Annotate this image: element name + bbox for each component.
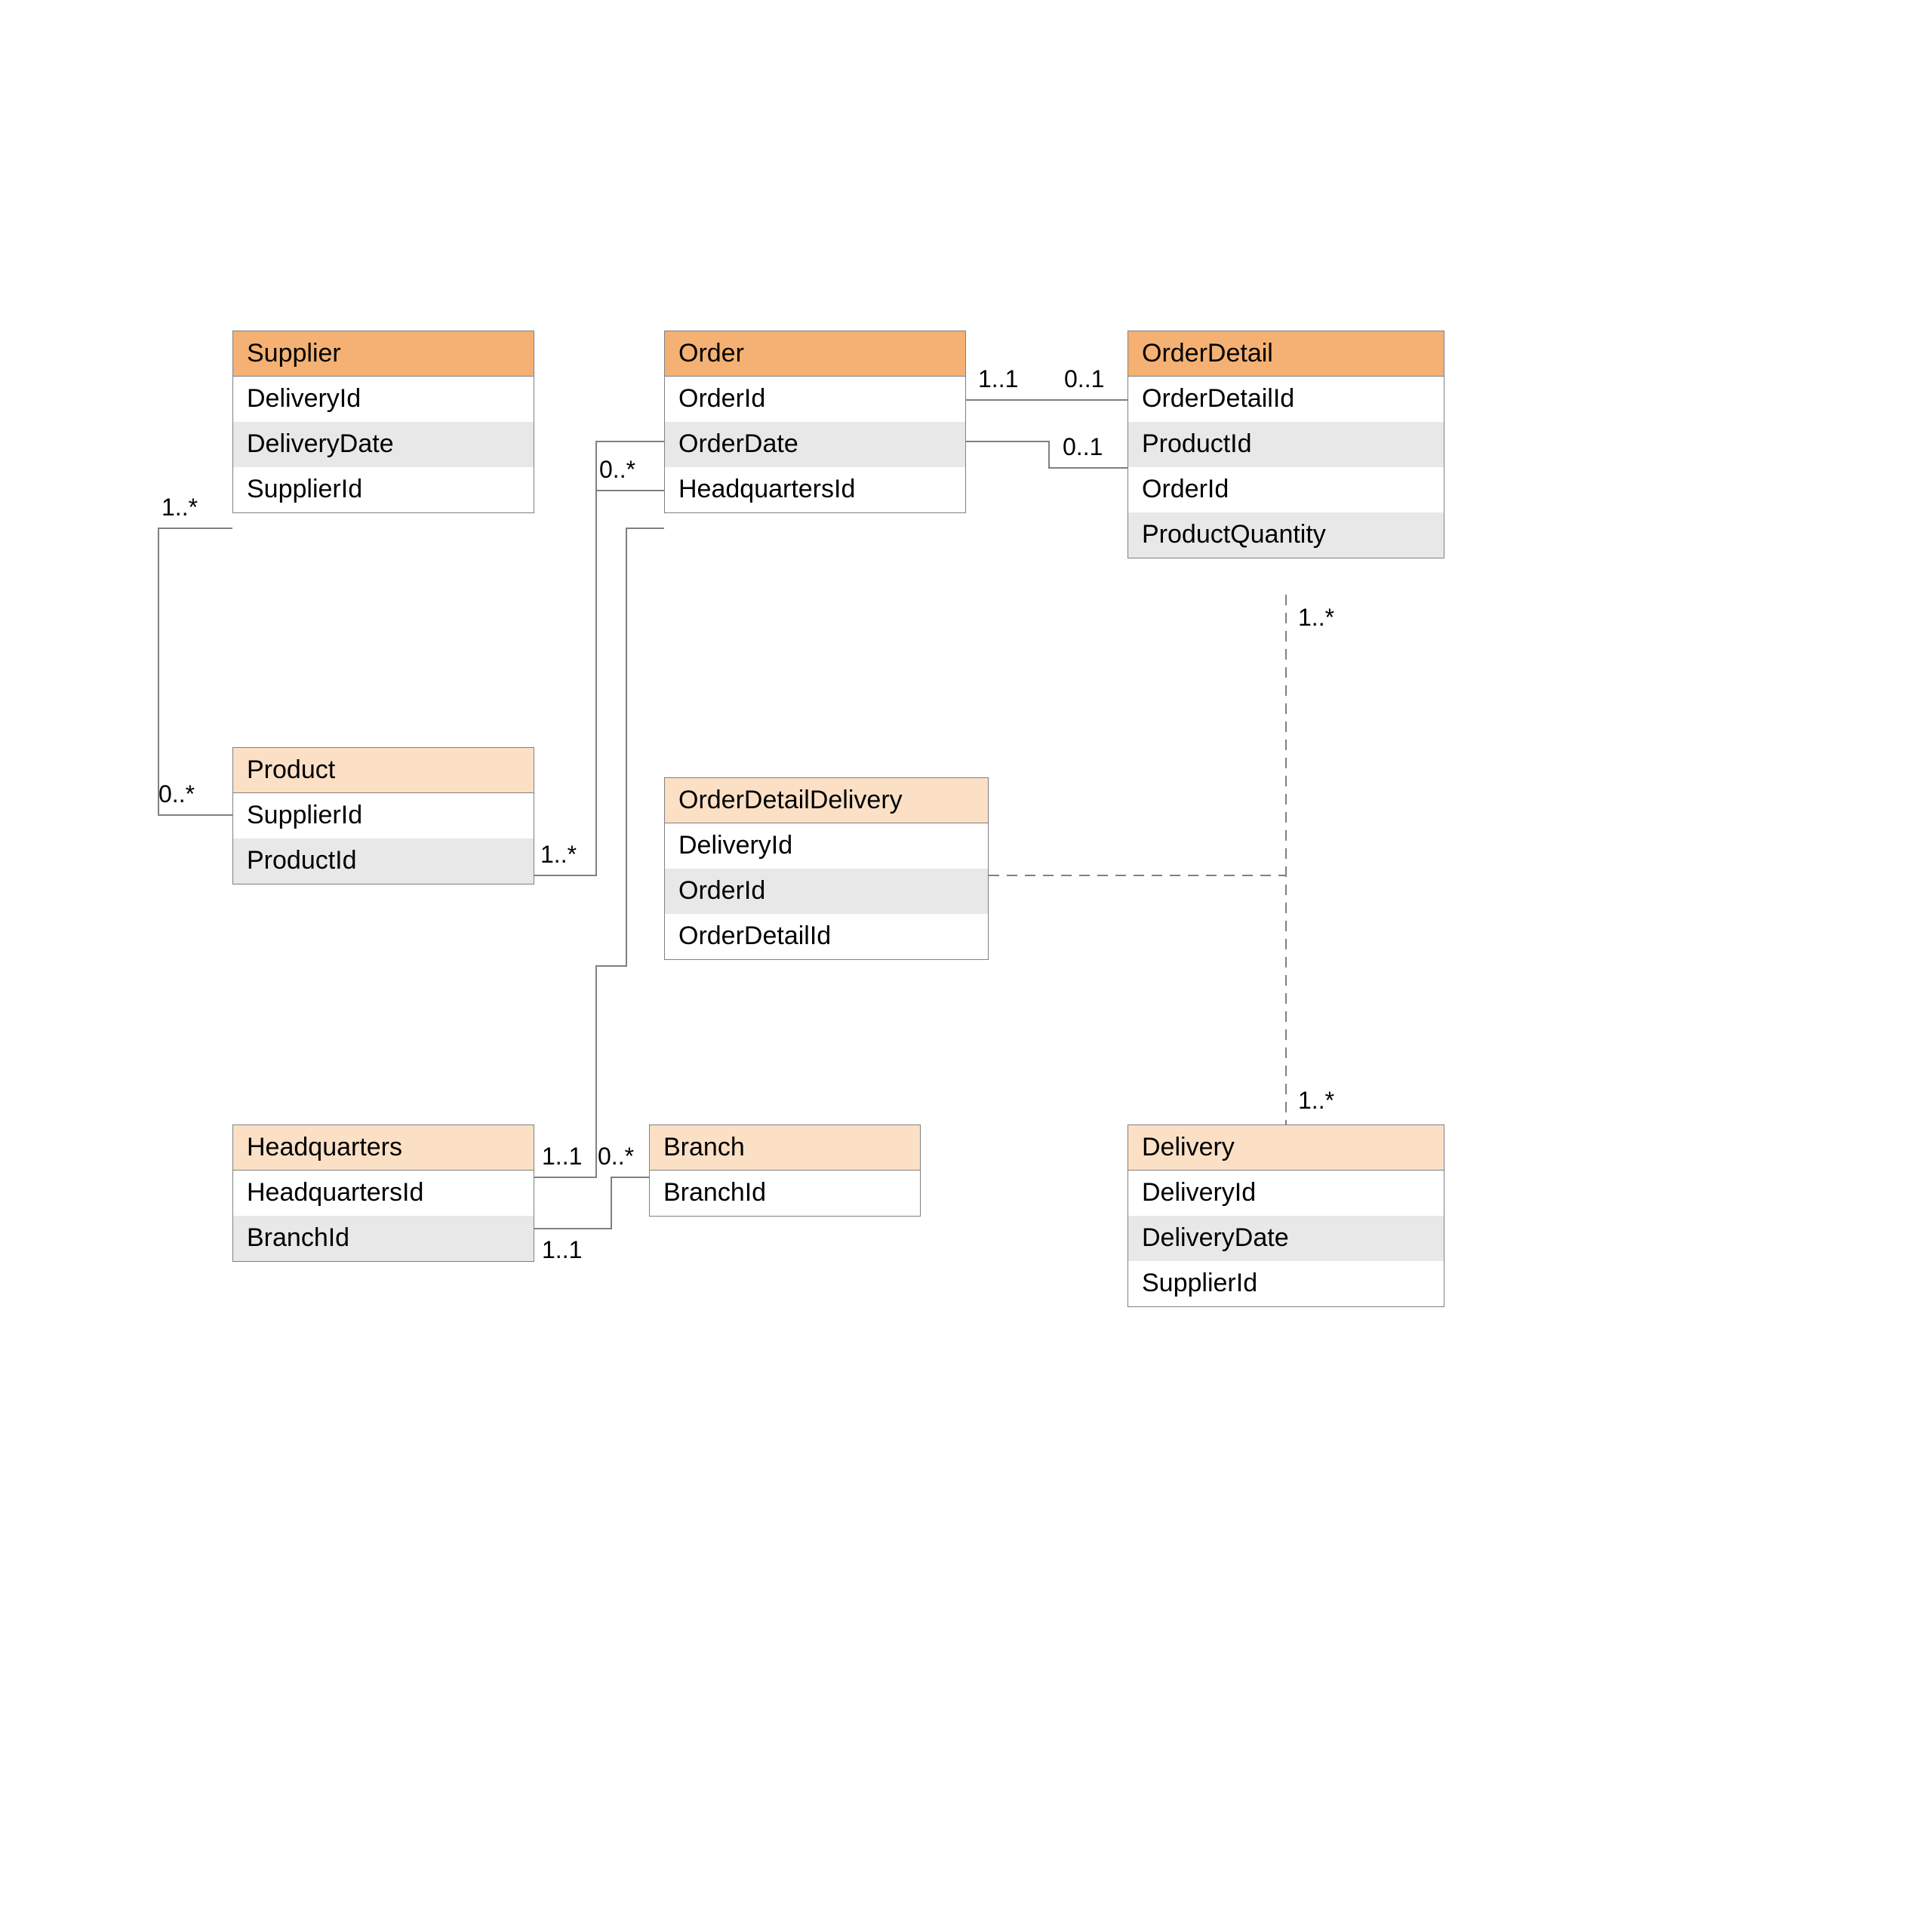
entity-orderdetaildelivery-attr: DeliveryId	[665, 823, 988, 869]
entity-headquarters-title: Headquarters	[233, 1125, 534, 1171]
entity-orderdetail-attr: OrderId	[1128, 467, 1444, 512]
entity-supplier-title: Supplier	[233, 331, 534, 377]
er-diagram-canvas: SupplierDeliveryIdDeliveryDateSupplierId…	[0, 0, 1932, 1932]
entity-supplier: SupplierDeliveryIdDeliveryDateSupplierId	[232, 331, 534, 513]
multiplicity-label: 0..*	[599, 456, 635, 484]
entity-orderdetaildelivery-attr: OrderDetailId	[665, 914, 988, 959]
entity-headquarters: HeadquartersHeadquartersIdBranchId	[232, 1124, 534, 1262]
edge-supplier-product	[158, 528, 232, 815]
multiplicity-label: 1..*	[162, 494, 198, 521]
edge-orderdetaildelivery-orderdetail-delivery	[989, 595, 1286, 1124]
entity-branch-attr: BranchId	[650, 1171, 920, 1216]
multiplicity-label: 1..*	[540, 841, 577, 869]
multiplicity-label: 1..1	[542, 1143, 582, 1171]
entity-supplier-attr: DeliveryDate	[233, 422, 534, 467]
entity-supplier-attr: DeliveryId	[233, 377, 534, 422]
entity-order-attr: OrderId	[665, 377, 965, 422]
entity-orderdetail-title: OrderDetail	[1128, 331, 1444, 377]
entity-headquarters-attr: BranchId	[233, 1216, 534, 1261]
entity-delivery-attr: DeliveryId	[1128, 1171, 1444, 1216]
edges-layer	[0, 0, 1932, 1932]
multiplicity-label: 0..*	[598, 1143, 634, 1171]
entity-product-title: Product	[233, 748, 534, 793]
entity-product-attr: ProductId	[233, 838, 534, 884]
entity-order-attr: HeadquartersId	[665, 467, 965, 512]
entity-orderdetaildelivery: OrderDetailDeliveryDeliveryIdOrderIdOrde…	[664, 777, 989, 960]
entity-delivery-attr: DeliveryDate	[1128, 1216, 1444, 1261]
edge-headquarters-branch	[534, 1177, 649, 1229]
entity-headquarters-attr: HeadquartersId	[233, 1171, 534, 1216]
entity-branch-title: Branch	[650, 1125, 920, 1171]
entity-delivery-attr: SupplierId	[1128, 1261, 1444, 1306]
entity-delivery-title: Delivery	[1128, 1125, 1444, 1171]
multiplicity-label: 1..1	[978, 365, 1018, 393]
multiplicity-label: 0..*	[158, 780, 195, 808]
multiplicity-label: 1..*	[1298, 604, 1334, 632]
multiplicity-label: 0..1	[1063, 433, 1103, 461]
entity-orderdetaildelivery-title: OrderDetailDelivery	[665, 778, 988, 823]
entity-supplier-attr: SupplierId	[233, 467, 534, 512]
multiplicity-label: 0..1	[1064, 365, 1104, 393]
entity-order-attr: OrderDate	[665, 422, 965, 467]
entity-orderdetaildelivery-attr: OrderId	[665, 869, 988, 914]
multiplicity-label: 1..*	[1298, 1087, 1334, 1115]
entity-orderdetail-attr: ProductId	[1128, 422, 1444, 467]
entity-product: ProductSupplierIdProductId	[232, 747, 534, 884]
entity-branch: BranchBranchId	[649, 1124, 921, 1217]
entity-delivery: DeliveryDeliveryIdDeliveryDateSupplierId	[1128, 1124, 1444, 1307]
entity-orderdetail-attr: OrderDetailId	[1128, 377, 1444, 422]
entity-orderdetail: OrderDetailOrderDetailIdProductIdOrderId…	[1128, 331, 1444, 558]
multiplicity-label: 1..1	[542, 1236, 582, 1264]
entity-orderdetail-attr: ProductQuantity	[1128, 512, 1444, 558]
entity-order: OrderOrderIdOrderDateHeadquartersId	[664, 331, 966, 513]
entity-order-title: Order	[665, 331, 965, 377]
entity-product-attr: SupplierId	[233, 793, 534, 838]
